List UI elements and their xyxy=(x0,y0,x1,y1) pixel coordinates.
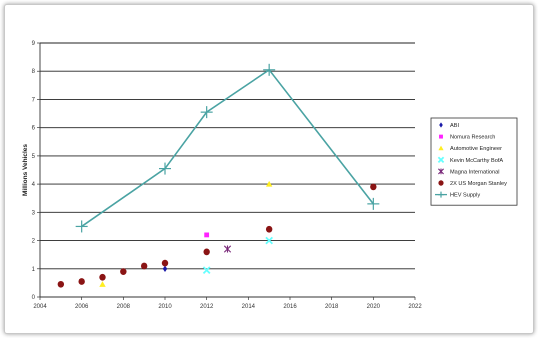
legend-marker-nomura-research xyxy=(439,134,443,139)
x-tick-label: 2010 xyxy=(158,304,172,310)
legend-label-abi: ABI xyxy=(450,123,459,129)
y-tick-label: 9 xyxy=(32,41,36,47)
data-point-2x-us-morgan-stanley xyxy=(99,273,106,281)
data-point-abi xyxy=(162,265,168,272)
data-point-kevin-mccarthy-bofa xyxy=(265,236,274,245)
data-point-automotive-engineer xyxy=(99,281,106,287)
series-line-hev-supply xyxy=(81,68,374,228)
x-stroke xyxy=(202,266,211,275)
data-point-hev-supply xyxy=(159,162,171,175)
data-point-hev-supply xyxy=(263,63,276,76)
data-point-hev-supply xyxy=(75,220,88,233)
x-tick-label: 2020 xyxy=(367,304,381,310)
data-point-2x-us-morgan-stanley xyxy=(78,278,85,285)
legend-marker-hev-supply xyxy=(438,191,444,198)
diamond-shape xyxy=(439,122,443,128)
x-tick-label: 2014 xyxy=(242,304,256,310)
y-tick-label: 4 xyxy=(32,182,36,188)
legend-marker-2x-us-morgan-stanley xyxy=(438,180,444,186)
circle-shape xyxy=(120,268,127,275)
legend-label-kevin-mccarthy-bofa: Kevin McCarthy BofA xyxy=(450,158,503,164)
triangle-shape xyxy=(99,281,106,287)
legend-label-hev-supply: HEV Supply xyxy=(450,193,480,199)
square-shape xyxy=(204,232,210,238)
data-point-automotive-engineer xyxy=(265,180,273,187)
data-point-nomura-research xyxy=(204,232,210,238)
x-tick-label: 2022 xyxy=(408,304,422,310)
legend-marker-kevin-mccarthy-bofa xyxy=(437,156,445,164)
legend-box xyxy=(430,117,518,206)
y-tick-label: 2 xyxy=(32,239,36,245)
legend-marker-magna-international xyxy=(438,168,444,175)
y-tick-label: 8 xyxy=(32,69,36,75)
y-tick-label: 7 xyxy=(32,97,36,103)
x-tick-label: 2018 xyxy=(325,304,339,310)
circle-shape xyxy=(57,280,65,288)
data-point-hev-supply xyxy=(200,106,213,119)
x-tick-label: 2012 xyxy=(200,304,214,310)
data-point-2x-us-morgan-stanley xyxy=(265,225,273,233)
y-tick-label: 6 xyxy=(32,126,36,132)
data-point-2x-us-morgan-stanley xyxy=(161,259,169,267)
data-point-magna-international xyxy=(223,245,232,253)
legend-marker-abi xyxy=(439,122,443,128)
x-stroke xyxy=(265,236,274,245)
circle-shape xyxy=(161,259,169,267)
x-stroke xyxy=(437,156,445,164)
triangle-shape xyxy=(265,180,273,187)
y-tick-label: 0 xyxy=(32,295,36,301)
x-tick-label: 2016 xyxy=(283,304,297,310)
y-tick-label: 3 xyxy=(32,210,36,216)
legend-label-2x-us-morgan-stanley: 2X US Morgan Stanley xyxy=(450,181,507,187)
chart-frame: 0 1 2 3 4 5 6 7 8 9 2004 2006 2008 2010 2012 2014 2016 20… xyxy=(4,4,534,334)
circle-shape xyxy=(140,262,148,270)
x-tick-label: 2006 xyxy=(75,304,89,310)
data-point-2x-us-morgan-stanley xyxy=(203,248,210,256)
chart-svg: 0 1 2 3 4 5 6 7 8 9 2004 2006 2008 2010 2012 2014 2016 20… xyxy=(22,41,518,310)
circle-shape xyxy=(99,273,106,281)
y-axis-label: Millions Vehicles xyxy=(22,144,29,196)
circle-shape xyxy=(370,183,377,191)
y-tick-label: 1 xyxy=(32,267,36,273)
legend-label-magna-international: Magna International xyxy=(450,169,499,175)
legend-label-nomura-research: Nomura Research xyxy=(450,135,495,141)
data-point-2x-us-morgan-stanley xyxy=(57,280,65,288)
circle-shape xyxy=(438,180,444,186)
y-tick-label: 5 xyxy=(32,154,36,160)
diamond-shape xyxy=(162,265,168,272)
triangle-shape xyxy=(438,145,444,151)
circle-shape xyxy=(78,278,85,285)
legend-label-automotive-engineer: Automotive Engineer xyxy=(450,146,502,152)
data-point-hev-supply xyxy=(367,197,380,210)
circle-shape xyxy=(203,248,210,256)
square-shape xyxy=(439,134,443,139)
circle-shape xyxy=(265,225,273,233)
data-point-2x-us-morgan-stanley xyxy=(120,268,127,275)
data-point-2x-us-morgan-stanley xyxy=(370,183,377,191)
x-tick-label: 2004 xyxy=(33,304,47,310)
data-point-2x-us-morgan-stanley xyxy=(140,262,148,270)
x-tick-label: 2008 xyxy=(117,304,131,310)
legend-marker-automotive-engineer xyxy=(438,145,444,151)
data-point-kevin-mccarthy-bofa xyxy=(202,266,211,275)
